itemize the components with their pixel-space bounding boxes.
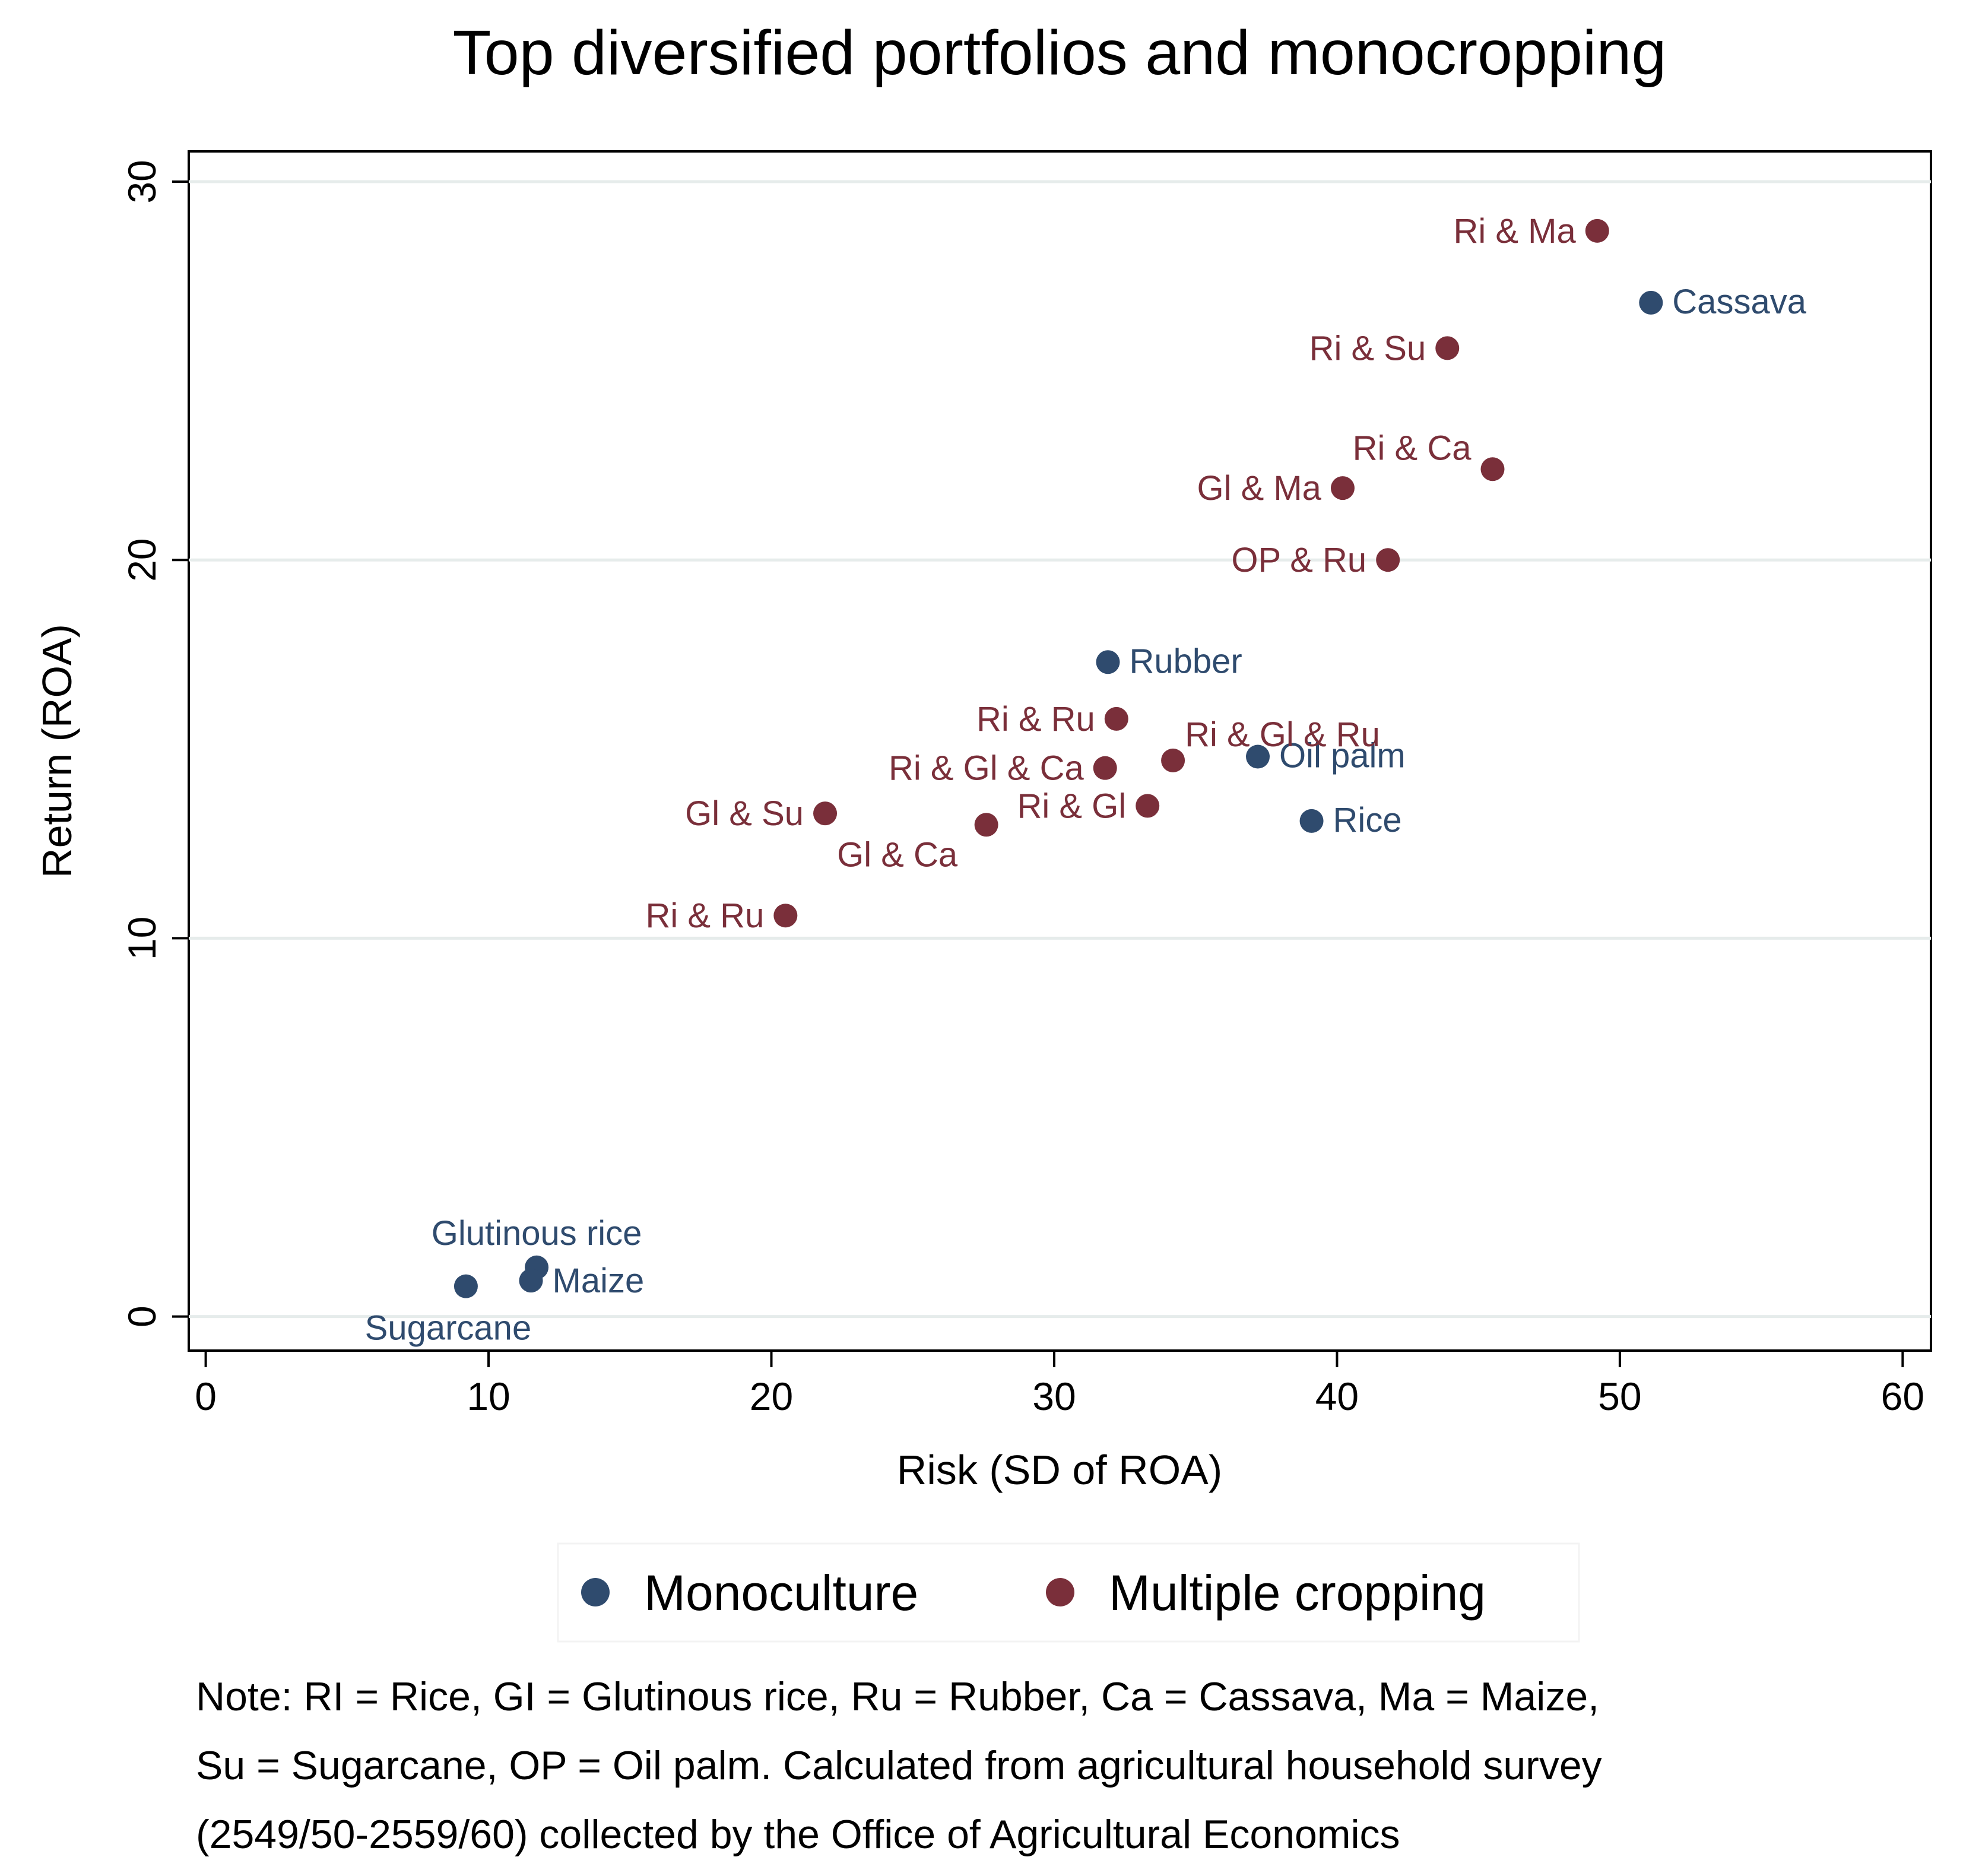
- y-axis-title: Return (ROA): [34, 624, 80, 878]
- point-label: Gl & Su: [685, 794, 804, 833]
- x-tick-label: 30: [1032, 1374, 1076, 1418]
- plot-region: Cassava Rubber Oil palm Rice Glutinous rice M…: [188, 150, 1932, 1352]
- point-label: Cassava: [1672, 283, 1806, 321]
- note-line: (2549/50-2559/60) collected by the Offic…: [196, 1812, 1400, 1857]
- grid-lines: [189, 180, 1931, 1319]
- data-point: [1639, 290, 1663, 315]
- point-label: Ri & Gl & Ru: [1185, 715, 1380, 754]
- data-points: Cassava Rubber Oil palm Rice Glutinous rice M…: [365, 212, 1807, 1348]
- point-label: Ri & Ru: [646, 896, 765, 935]
- chart-title: Top diversified portfolios and monocropp…: [453, 18, 1667, 88]
- x-tick-label: 50: [1598, 1374, 1641, 1418]
- y-tick-label: 0: [120, 1305, 164, 1327]
- point-label: Oil palm: [1279, 737, 1406, 775]
- data-point: [1161, 748, 1185, 772]
- x-tick-label: 10: [467, 1374, 510, 1418]
- data-point: [1246, 744, 1270, 769]
- y-tick-label: 20: [120, 538, 164, 581]
- point-label: Ri & Gl & Ca: [889, 749, 1084, 788]
- point-label: Gl & Ca: [837, 835, 958, 874]
- plot-frame: [188, 150, 1932, 1352]
- point-label: Rice: [1333, 801, 1402, 839]
- x-tick-label: 40: [1315, 1374, 1359, 1418]
- data-point: [454, 1274, 478, 1298]
- data-point: [1435, 336, 1460, 360]
- data-point: [1136, 794, 1160, 818]
- point-label: Rubber: [1129, 642, 1242, 680]
- chart-note: Note: RI = Rice, GI = Glutinous rice, Ru…: [196, 1662, 1941, 1869]
- x-tick-label: 20: [750, 1374, 793, 1418]
- data-point: [1093, 756, 1117, 780]
- point-label: Glutinous rice: [432, 1214, 642, 1253]
- legend-frame: [557, 1542, 1580, 1643]
- y-tick-label: 30: [120, 160, 164, 203]
- x-tick-label: 60: [1881, 1374, 1924, 1418]
- data-point: [519, 1269, 543, 1293]
- data-point: [1376, 548, 1400, 572]
- data-point: [1480, 457, 1505, 481]
- legend-multiple-cropping-marker: [1046, 1578, 1074, 1606]
- point-label: Ri & Ca: [1353, 429, 1472, 467]
- x-axis: 0 10 20 30 40 50 60: [195, 1351, 1924, 1418]
- note-line: Su = Sugarcane, OP = Oil palm. Calculate…: [196, 1743, 1602, 1788]
- data-point: [974, 813, 998, 837]
- point-label: Ri & Su: [1309, 329, 1426, 367]
- point-label: Ri & Ma: [1454, 212, 1577, 251]
- x-axis-title: Risk (SD of ROA): [897, 1447, 1222, 1493]
- legend: Monoculture Multiple cropping: [557, 1542, 1580, 1643]
- y-tick-label: 10: [120, 917, 164, 960]
- data-point: [773, 904, 798, 928]
- point-label: Sugarcane: [365, 1309, 532, 1348]
- point-label: Ri & Gl: [1017, 787, 1127, 825]
- legend-monoculture-label: Monoculture: [644, 1565, 918, 1621]
- data-point: [813, 801, 838, 826]
- point-label: Gl & Ma: [1197, 469, 1321, 508]
- data-point: [1585, 218, 1609, 243]
- note-line: Note: RI = Rice, GI = Glutinous rice, Ru…: [196, 1674, 1600, 1719]
- point-label: Maize: [553, 1262, 645, 1300]
- x-tick-label: 0: [195, 1374, 217, 1418]
- legend-multiple-cropping-label: Multiple cropping: [1109, 1565, 1486, 1621]
- data-point: [1096, 650, 1120, 674]
- data-point: [1299, 809, 1324, 833]
- y-axis: 0 10 20 30: [120, 160, 189, 1327]
- legend-monoculture-marker: [581, 1578, 610, 1606]
- point-label: Ri & Ru: [976, 700, 1095, 739]
- point-label: OP & Ru: [1231, 541, 1366, 579]
- data-point: [1330, 476, 1355, 500]
- data-point: [1104, 706, 1128, 731]
